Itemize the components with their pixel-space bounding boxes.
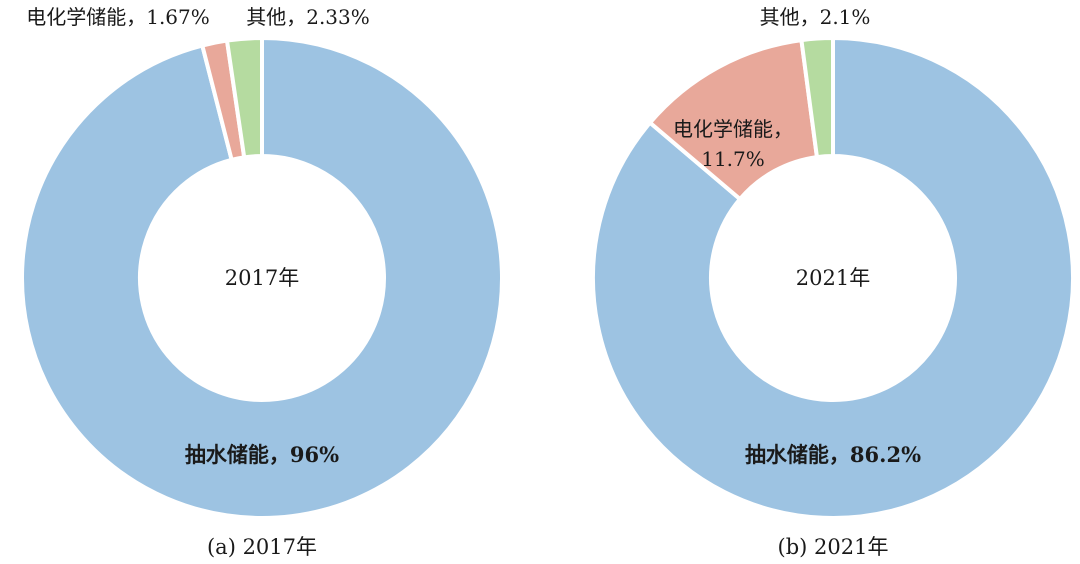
chart-caption: (b) 2021年	[778, 535, 889, 559]
data-label-electrochemical-2021: 电化学储能， 11.7%	[673, 117, 793, 171]
data-label-other-2021: 其他，2.1%	[760, 5, 871, 29]
data-label-pumped-hydro-2021: 抽水储能，86.2%	[745, 442, 921, 467]
center-label: 2017年	[225, 266, 299, 290]
slice-other-2021	[799, 35, 835, 160]
data-label-other-2017: 其他，2.33%	[246, 5, 370, 29]
chart-caption: (a) 2017年	[207, 535, 317, 559]
data-label-pumped-hydro-2017: 抽水储能，96%	[185, 442, 339, 467]
slice-pumped-hydro-2017	[20, 35, 504, 520]
slice-pumped-hydro-2021	[591, 35, 1075, 520]
data-label-electrochemical-2017: 电化学储能，1.67%	[26, 5, 210, 29]
center-label: 2021年	[796, 266, 870, 290]
slice-other-2017	[224, 35, 264, 160]
